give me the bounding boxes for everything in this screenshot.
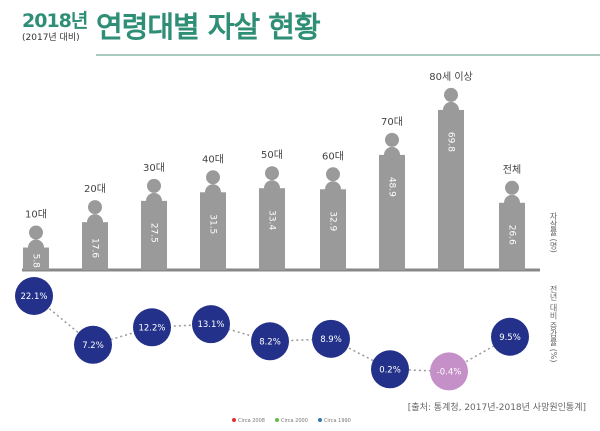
bar <box>499 202 525 270</box>
bar-value-label: 32.9 <box>328 211 338 231</box>
person-head-icon <box>444 87 458 102</box>
bar <box>259 188 285 270</box>
bar-shoulder <box>325 181 341 198</box>
bar-shoulder <box>384 146 400 163</box>
bar-value-label: 31.5 <box>208 214 218 234</box>
bar-shoulder <box>146 192 162 209</box>
year-label: 2018년 <box>22 10 88 32</box>
bar-shoulder <box>264 180 280 197</box>
category-label: 50대 <box>261 149 283 161</box>
change-label: 12.2% <box>138 323 165 333</box>
change-label: 13.1% <box>197 320 224 330</box>
category-label: 70대 <box>381 116 403 128</box>
change-label: 0.2% <box>379 365 401 375</box>
source-note: [출처: 통계청, 2017년-2018년 사망원인통계] <box>407 403 586 413</box>
bar-value-label: 33.4 <box>267 210 277 230</box>
page-title: 연령대별 자살 현황 <box>96 10 321 44</box>
change-dot <box>430 352 468 391</box>
category-label: 30대 <box>143 162 165 174</box>
bar-shoulder <box>205 184 221 201</box>
person-head-icon <box>326 167 340 182</box>
bar-value-label: 26.6 <box>507 225 517 245</box>
change-dot <box>371 350 409 389</box>
bar <box>200 192 226 270</box>
change-dot <box>251 322 289 361</box>
bar-value-label: 27.5 <box>149 223 159 243</box>
bar-value-label: 48.9 <box>387 177 397 197</box>
bar-value-label: 17.6 <box>90 238 100 258</box>
bar-value-label: 69.8 <box>446 132 456 152</box>
change-label: 8.9% <box>320 335 342 345</box>
bar-axis-label: 자살률 (명) <box>549 212 558 253</box>
change-label: 22.1% <box>20 292 47 302</box>
change-label: 7.2% <box>82 341 104 351</box>
legend: Circa 2008 Circa 2000 Circa 1990 <box>232 418 351 424</box>
bar-shoulder <box>28 239 44 256</box>
bar-shoulder <box>443 101 459 118</box>
person-head-icon <box>265 166 279 181</box>
change-dot <box>133 308 171 347</box>
legend-item: Circa 2000 <box>274 418 308 424</box>
change-dot <box>491 317 529 356</box>
bar <box>320 189 346 270</box>
category-label: 전체 <box>503 164 521 176</box>
person-head-icon <box>88 200 102 215</box>
category-label: 80세 이상 <box>429 71 473 83</box>
line-axis-label: 전년 대비 증감률 (%) <box>549 285 558 363</box>
category-label: 60대 <box>322 150 344 162</box>
category-label: 10대 <box>25 209 47 221</box>
person-head-icon <box>147 178 161 193</box>
legend-swatch <box>274 418 279 422</box>
person-head-icon <box>206 170 220 185</box>
change-label: 9.5% <box>499 333 521 343</box>
bar <box>379 154 405 270</box>
change-dot <box>312 319 350 358</box>
bar-value-label: 5.8 <box>31 254 41 269</box>
legend-item: Circa 1990 <box>317 418 351 424</box>
category-label: 20대 <box>84 183 106 195</box>
legend-item: Circa 2008 <box>232 418 265 424</box>
change-label: 8.2% <box>259 337 281 347</box>
change-dot <box>192 305 230 344</box>
person-head-icon <box>505 180 519 195</box>
legend-swatch <box>232 418 236 422</box>
trend-line <box>33 295 511 373</box>
title-divider <box>96 54 600 56</box>
person-head-icon <box>29 225 43 240</box>
person-head-icon <box>385 132 399 147</box>
change-label: -0.4% <box>437 367 462 377</box>
bar <box>438 109 464 271</box>
bar-shoulder <box>87 214 103 231</box>
bar <box>23 247 49 270</box>
change-dot <box>15 277 53 315</box>
compare-label: (2017년 대비) <box>22 33 80 43</box>
legend-swatch <box>317 418 322 422</box>
bar-shoulder <box>504 194 520 211</box>
change-dot <box>74 325 112 364</box>
bar <box>141 200 167 270</box>
category-label: 40대 <box>202 153 224 165</box>
